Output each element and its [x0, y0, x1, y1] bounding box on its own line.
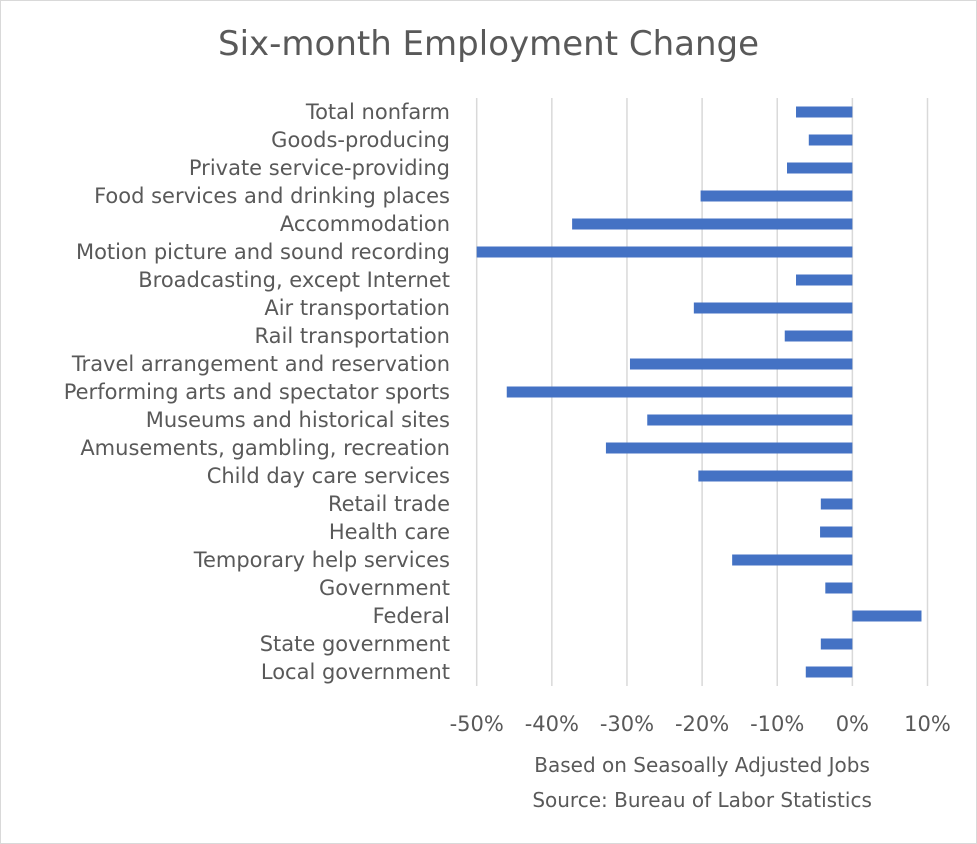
bar	[605, 442, 853, 454]
category-label: Temporary help services	[193, 548, 450, 572]
category-label: Air transportation	[264, 296, 450, 320]
bar	[506, 386, 853, 398]
category-label: Goods-producing	[271, 128, 450, 152]
category-label: Retail trade	[328, 492, 450, 516]
category-label: Performing arts and spectator sports	[64, 380, 450, 404]
bar	[476, 246, 853, 258]
chart-title: Six-month Employment Change	[217, 24, 760, 64]
bar	[852, 610, 922, 622]
bar	[805, 666, 853, 678]
bar	[820, 498, 853, 510]
bar	[693, 302, 853, 314]
x-tick-label: 0%	[836, 712, 869, 736]
x-tick-label: -30%	[600, 712, 654, 736]
bar	[820, 526, 853, 538]
bar	[629, 358, 853, 370]
category-label: State government	[260, 632, 450, 656]
bars	[476, 106, 922, 678]
category-label: Private service-providing	[189, 156, 450, 180]
x-tick-label: -40%	[525, 712, 579, 736]
category-label: Local government	[261, 660, 450, 684]
category-label: Federal	[373, 604, 450, 628]
bar	[787, 162, 853, 174]
category-label: Travel arrangement and reservation	[71, 352, 450, 376]
bar	[796, 106, 853, 118]
bar	[572, 218, 853, 230]
category-label: Child day care services	[207, 464, 450, 488]
category-label: Motion picture and sound recording	[76, 240, 450, 264]
x-axis-label-line: Based on Seasoally Adjusted Jobs	[534, 753, 870, 777]
x-tick-label: -50%	[450, 712, 504, 736]
category-label: Amusements, gambling, recreation	[80, 436, 450, 460]
bar	[732, 554, 853, 566]
category-label: Broadcasting, except Internet	[138, 268, 450, 292]
x-tick-label: -10%	[750, 712, 804, 736]
bar	[820, 638, 853, 650]
category-label: Total nonfarm	[305, 100, 450, 124]
category-labels: Total nonfarm Goods-producing Private serv…	[64, 100, 450, 684]
bar	[796, 274, 853, 286]
bar	[808, 134, 853, 146]
x-tick-label: -20%	[675, 712, 729, 736]
x-tick-label: 10%	[904, 712, 951, 736]
x-tick-labels: -50% -40% -30% -20% -10% 0% 10%	[450, 712, 951, 736]
category-label: Food services and drinking places	[94, 184, 450, 208]
category-label: Rail transportation	[255, 324, 450, 348]
category-label: Government	[319, 576, 450, 600]
bar	[698, 470, 853, 482]
bar	[700, 190, 853, 202]
bar	[825, 582, 853, 594]
bar	[647, 414, 853, 426]
bar	[784, 330, 853, 342]
category-label: Museums and historical sites	[146, 408, 450, 432]
category-label: Health care	[329, 520, 450, 544]
x-axis-label-line: Source: Bureau of Labor Statistics	[532, 788, 872, 812]
x-axis-label: Based on Seasoally Adjusted Jobs Source: …	[532, 753, 872, 812]
category-label: Accommodation	[280, 212, 450, 236]
